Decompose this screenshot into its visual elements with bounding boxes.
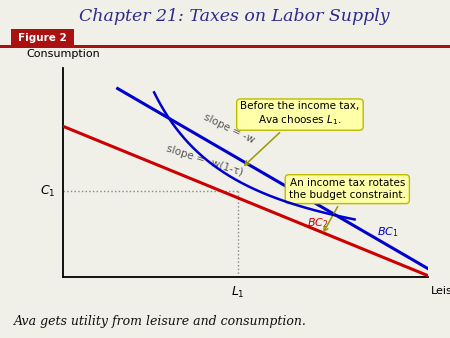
- Text: $BC_2$: $BC_2$: [307, 216, 329, 230]
- Text: slope = -w: slope = -w: [202, 112, 256, 145]
- Text: Consumption: Consumption: [27, 49, 100, 59]
- Text: $L_1$: $L_1$: [231, 285, 245, 299]
- Text: Ava gets utility from leisure and consumption.: Ava gets utility from leisure and consum…: [14, 315, 306, 328]
- Text: Leisure: Leisure: [431, 286, 450, 295]
- Text: Figure 2: Figure 2: [18, 32, 67, 43]
- Text: Chapter 21: Taxes on Labor Supply: Chapter 21: Taxes on Labor Supply: [79, 8, 389, 25]
- Text: $BC_1$: $BC_1$: [377, 226, 398, 239]
- Text: slope = -w(1-τ): slope = -w(1-τ): [165, 144, 244, 178]
- Text: Before the income tax,
Ava chooses $L_1$.: Before the income tax, Ava chooses $L_1$…: [240, 101, 360, 165]
- Text: $C_1$: $C_1$: [40, 184, 55, 199]
- Text: An income tax rotates
the budget constraint.: An income tax rotates the budget constra…: [289, 178, 406, 231]
